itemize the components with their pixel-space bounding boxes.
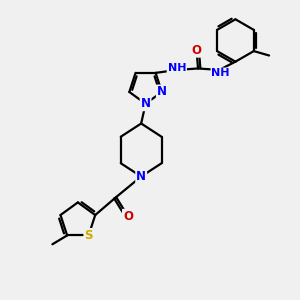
Text: N: N — [136, 170, 146, 183]
Text: NH: NH — [168, 64, 186, 74]
Text: NH: NH — [212, 68, 230, 79]
Text: N: N — [141, 97, 151, 110]
Text: S: S — [84, 229, 93, 242]
Text: N: N — [157, 85, 167, 98]
Text: O: O — [191, 44, 202, 57]
Text: O: O — [123, 210, 133, 223]
